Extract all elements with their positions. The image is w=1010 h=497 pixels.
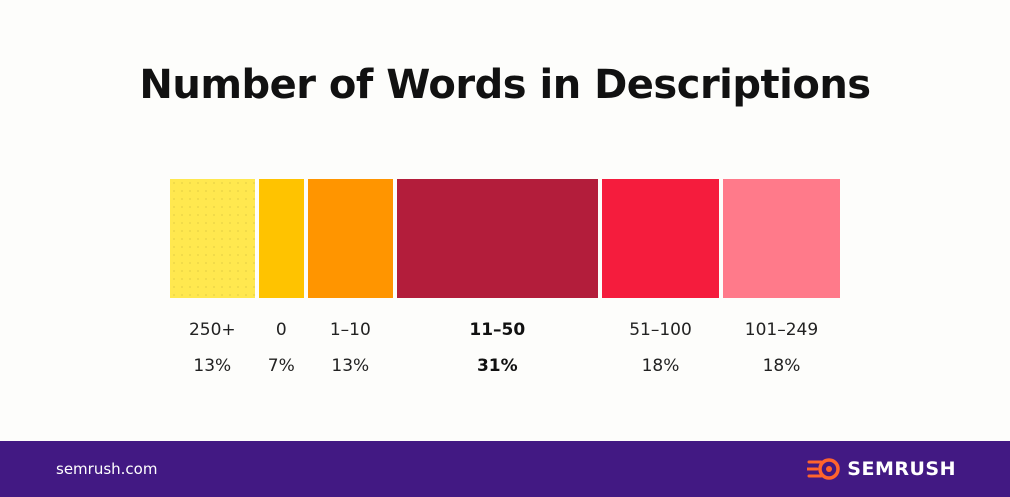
bar-segment-5: [723, 179, 840, 298]
category-label: 0: [275, 320, 287, 340]
value-label: 7%: [267, 356, 295, 376]
brand-name: SEMRUSH: [847, 458, 956, 480]
category-label: 11–50: [469, 320, 526, 340]
category-label: 250+: [188, 320, 236, 340]
value-label: 13%: [193, 356, 232, 376]
footer-bar: semrush.com SEMRUSH: [0, 441, 1010, 497]
bar-segment-3: [396, 179, 598, 298]
value-label: 18%: [641, 356, 680, 376]
value-label: 13%: [331, 356, 370, 376]
semrush-flame-icon: [807, 458, 841, 480]
category-label: 101–249: [744, 320, 819, 340]
stacked-bar-chart: 250+ 13% 0 7% 1–10 13% 11–50 31% 51–100 18% 101–24…: [170, 179, 840, 376]
bar-segment-0: [170, 179, 255, 298]
bar-segment-4: [602, 179, 719, 298]
bar-segment-1: [258, 179, 304, 298]
brand-logo: SEMRUSH: [807, 457, 956, 481]
category-label: 51–100: [629, 320, 692, 340]
value-label: 18%: [762, 356, 801, 376]
footer-site-link[interactable]: semrush.com: [56, 460, 158, 478]
value-label: 31%: [476, 356, 518, 376]
chart-title: Number of Words in Descriptions: [139, 62, 871, 108]
bar-segment-2: [308, 179, 393, 298]
category-label: 1–10: [329, 320, 371, 340]
